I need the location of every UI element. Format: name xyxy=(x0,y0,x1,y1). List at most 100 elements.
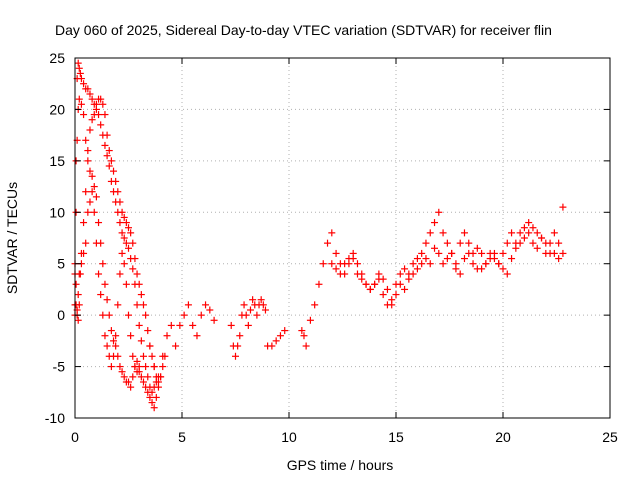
data-point xyxy=(88,188,96,196)
data-point xyxy=(332,249,340,257)
data-point xyxy=(371,280,379,288)
data-point xyxy=(103,342,111,350)
data-point xyxy=(443,255,451,263)
data-point xyxy=(242,311,250,319)
data-point xyxy=(413,255,421,263)
data-point xyxy=(137,337,145,345)
data-point xyxy=(101,141,109,149)
data-point xyxy=(103,152,111,160)
data-point xyxy=(435,249,443,257)
data-point xyxy=(512,244,520,252)
data-point xyxy=(129,352,137,360)
data-points xyxy=(71,59,567,412)
data-point xyxy=(150,363,158,371)
data-point xyxy=(103,131,111,139)
data-point xyxy=(559,203,567,211)
data-point xyxy=(107,327,115,335)
data-point xyxy=(302,342,310,350)
data-point xyxy=(144,373,152,381)
data-point xyxy=(465,249,473,257)
data-point xyxy=(84,157,92,165)
data-point xyxy=(86,90,94,98)
data-point xyxy=(460,229,468,237)
data-point xyxy=(555,255,563,263)
y-tick-label: 10 xyxy=(49,204,65,220)
data-point xyxy=(418,260,426,268)
y-tick-label: 20 xyxy=(49,101,65,117)
data-point xyxy=(97,291,105,299)
data-point xyxy=(146,342,154,350)
data-point xyxy=(129,373,137,381)
y-axis-title: SDTVAR / TECUs xyxy=(4,182,20,294)
data-point xyxy=(529,224,537,232)
data-point xyxy=(127,332,135,340)
data-point xyxy=(172,342,180,350)
data-point xyxy=(75,301,83,309)
data-point xyxy=(197,311,205,319)
plot-area-border xyxy=(74,57,611,419)
data-point xyxy=(189,321,197,329)
data-point xyxy=(92,105,100,113)
data-point xyxy=(202,301,210,309)
data-point xyxy=(349,249,357,257)
data-point xyxy=(452,265,460,273)
data-point xyxy=(520,224,528,232)
x-tick-label: 10 xyxy=(281,429,297,445)
data-point xyxy=(495,260,503,268)
data-point xyxy=(426,229,434,237)
data-point xyxy=(311,301,319,309)
data-point xyxy=(259,301,267,309)
data-point xyxy=(319,260,327,268)
data-point xyxy=(116,363,124,371)
data-point xyxy=(550,229,558,237)
x-tick-label: 5 xyxy=(178,429,186,445)
data-point xyxy=(139,352,147,360)
data-point xyxy=(401,285,409,293)
data-point xyxy=(122,239,130,247)
data-point xyxy=(439,260,447,268)
data-point xyxy=(92,239,100,247)
data-point xyxy=(469,260,477,268)
data-point xyxy=(72,280,80,288)
data-point xyxy=(88,172,96,180)
data-point xyxy=(92,193,100,201)
data-point xyxy=(401,265,409,273)
data-point xyxy=(253,311,261,319)
data-point xyxy=(80,249,88,257)
data-point xyxy=(80,111,88,119)
x-tick-label: 0 xyxy=(71,429,79,445)
data-point xyxy=(112,332,120,340)
data-point xyxy=(533,244,541,252)
data-point xyxy=(261,306,269,314)
data-point xyxy=(80,219,88,227)
data-point xyxy=(82,239,90,247)
data-point xyxy=(86,198,94,206)
data-point xyxy=(315,280,323,288)
data-point xyxy=(478,249,486,257)
data-point xyxy=(465,239,473,247)
data-point xyxy=(533,229,541,237)
data-point xyxy=(298,327,306,335)
data-point xyxy=(118,249,126,257)
data-point xyxy=(345,255,353,263)
data-point xyxy=(426,260,434,268)
data-point xyxy=(118,368,126,376)
y-tick-label: 25 xyxy=(49,50,65,66)
data-point xyxy=(409,270,417,278)
data-point xyxy=(116,219,124,227)
data-point xyxy=(101,332,109,340)
data-point xyxy=(88,95,96,103)
y-tick-label: -5 xyxy=(53,359,66,375)
data-point xyxy=(559,249,567,257)
data-point xyxy=(232,352,239,360)
x-tick-labels: 0 5 10 15 20 25 xyxy=(71,429,618,445)
data-point xyxy=(249,296,257,304)
data-point xyxy=(146,393,154,401)
data-point xyxy=(520,234,528,242)
data-point xyxy=(142,363,150,371)
data-point xyxy=(90,208,98,216)
data-point xyxy=(546,239,554,247)
data-point xyxy=(150,404,158,412)
data-point xyxy=(105,147,113,155)
data-point xyxy=(101,280,109,288)
